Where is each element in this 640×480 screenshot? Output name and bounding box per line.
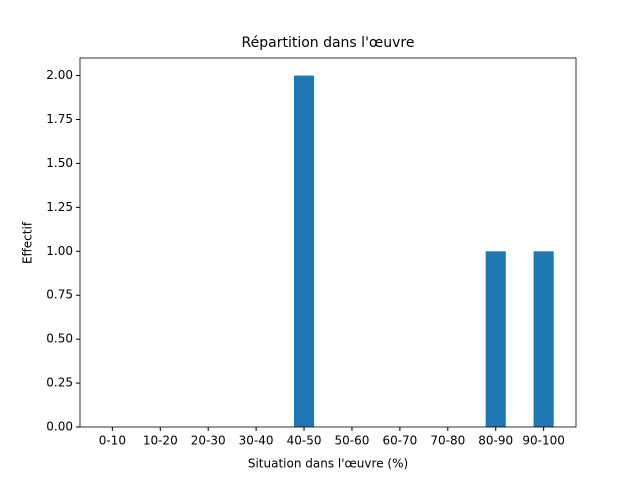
- y-tick-label: 0.00: [46, 420, 73, 434]
- x-tick-label: 40-50: [287, 434, 322, 448]
- x-tick-label: 60-70: [382, 434, 417, 448]
- y-axis-label: Effectif: [21, 221, 35, 264]
- bar: [293, 75, 315, 428]
- y-tick-label: 0.75: [46, 288, 73, 302]
- x-axis-label: Situation dans l'œuvre (%): [248, 457, 408, 471]
- x-tick-label: 20-30: [191, 434, 226, 448]
- x-tick-label: 10-20: [143, 434, 178, 448]
- y-tick-label: 1.75: [46, 112, 73, 126]
- bar: [485, 251, 506, 427]
- y-tick-label: 2.00: [46, 68, 73, 82]
- x-tick-label: 90-100: [522, 434, 565, 448]
- x-tick-label: 50-60: [335, 434, 370, 448]
- x-tick-label: 80-90: [478, 434, 513, 448]
- chart-title: Répartition dans l'œuvre: [242, 35, 415, 51]
- x-tick-label: 70-80: [430, 434, 465, 448]
- y-tick-label: 1.25: [46, 200, 73, 214]
- plot-frame: [79, 57, 577, 428]
- x-tick-label: 0-10: [99, 434, 126, 448]
- y-tick-label: 0.25: [46, 376, 73, 390]
- y-tick-label: 1.00: [46, 244, 73, 258]
- y-tick-label: 1.50: [46, 156, 73, 170]
- bar: [533, 251, 554, 427]
- x-tick-label: 30-40: [239, 434, 274, 448]
- y-tick-label: 0.50: [46, 332, 73, 346]
